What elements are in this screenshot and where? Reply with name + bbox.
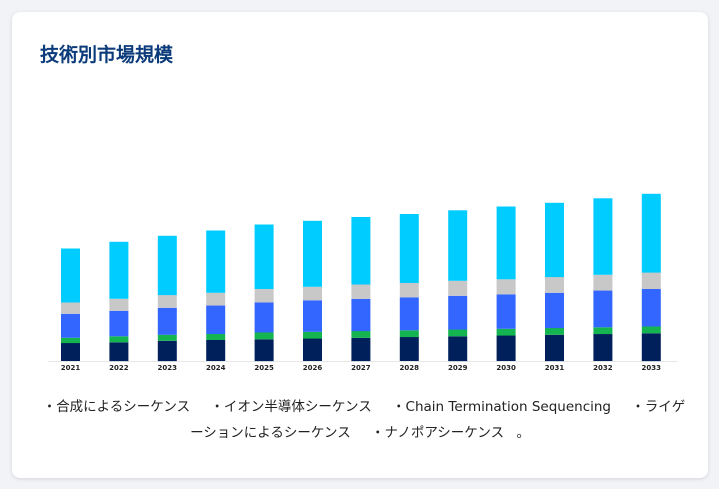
legend-item-4: ナノポアシーケンス [371,425,504,441]
bar-segment-2030-series-1 [496,328,516,336]
x-tick-label-2027: 2027 [351,364,371,372]
bar-segment-2025-series-3 [254,289,274,303]
bar-segment-2023-series-0 [157,340,177,362]
bar-segment-2022-series-2 [109,310,129,337]
bar-segment-2022-series-3 [109,298,129,311]
bar-segment-2033-series-0 [641,333,661,362]
bar-segment-2028-series-1 [399,330,419,338]
legend-suffix: 。 [516,425,530,441]
bar-segment-2033-series-4 [641,193,661,273]
bar-segment-2026-series-0 [303,338,322,361]
bar-segment-2026-series-1 [303,331,322,339]
x-tick-label-2030: 2030 [496,364,516,372]
bar-segment-2027-series-4 [351,217,371,285]
bar-segment-2025-series-1 [254,332,274,340]
bar-segment-2029-series-0 [448,336,468,362]
bar-segment-2024-series-0 [206,340,226,361]
x-tick-label-2023: 2023 [158,364,178,372]
bar-segment-2021-series-0 [61,343,80,361]
bar-segment-2028-series-2 [399,297,419,331]
bar-segment-2027-series-3 [351,284,371,299]
legend-item-1: イオン半導体シーケンス [210,399,371,415]
bar-segment-2023-series-4 [157,235,177,296]
bar-segment-2024-series-4 [206,230,226,293]
bar-segment-2028-series-3 [399,283,419,298]
bar-segment-2025-series-2 [254,302,274,333]
x-tick-label-2028: 2028 [400,364,420,372]
bar-segment-2028-series-4 [399,214,419,283]
bar-segment-2027-series-1 [351,331,371,338]
x-tick-label-2031: 2031 [545,364,565,372]
x-tick-label-2021: 2021 [61,364,81,372]
stacked-bar-chart: 2021 2022 2023 2024 2025 2026 2027 2028 2029 2030… [48,193,678,372]
x-tick-label-2033: 2033 [642,364,662,372]
bar-segment-2021-series-2 [61,313,80,338]
bar-segment-2031-series-4 [545,202,564,278]
bar-segment-2027-series-0 [351,337,371,362]
bar-segment-2030-series-4 [496,206,516,280]
bar-segment-2026-series-4 [303,220,322,287]
bar-segment-2022-series-0 [109,342,129,362]
bar-segment-2033-series-2 [641,289,661,327]
bar-segment-2023-series-3 [157,295,177,308]
bar-segment-2029-series-2 [448,295,468,330]
bar-segment-2030-series-0 [496,335,516,361]
x-tick-label-2025: 2025 [254,364,274,372]
legend-item-0: 合成によるシーケンス [43,399,190,415]
x-tick-label-2032: 2032 [593,364,613,372]
bar-segment-2024-series-2 [206,305,226,334]
bar-segment-2025-series-4 [254,224,274,289]
bar-segment-2032-series-2 [593,290,613,328]
bar-segment-2029-series-4 [448,210,468,281]
bar-segment-2023-series-1 [157,334,177,341]
bar-segment-2024-series-3 [206,292,226,306]
bar-segment-2033-series-1 [641,326,661,334]
bar-segment-2021-series-1 [61,337,80,344]
bar-segment-2031-series-2 [545,292,564,329]
bar-segment-2026-series-2 [303,300,322,332]
bar-segment-2030-series-3 [496,279,516,295]
bar-segment-2030-series-2 [496,294,516,329]
bar-segment-2027-series-2 [351,298,371,332]
bar-segment-2024-series-1 [206,334,226,340]
bar-segment-2031-series-1 [545,328,564,335]
chart-card: 技術別市場規模 2021 2022 2023 2024 2025 2026 2027 2028… [12,12,708,478]
x-tick-label-2022: 2022 [109,364,129,372]
bar-segment-2022-series-4 [109,241,129,299]
bar-segment-2021-series-3 [61,302,80,314]
bar-segment-2032-series-0 [593,334,613,361]
chart-title: 技術別市場規模 [40,44,174,66]
bar-segment-2032-series-4 [593,198,613,275]
bar-segment-2032-series-1 [593,327,613,335]
bar-segment-2029-series-1 [448,329,468,337]
bar-segment-2028-series-0 [399,337,419,361]
bar-segment-2029-series-3 [448,280,468,296]
x-tick-label-2026: 2026 [303,364,323,372]
bar-segment-2033-series-3 [641,272,661,289]
bar-segment-2023-series-2 [157,307,177,335]
legend-item-2: Chain Termination Sequencing [392,399,611,415]
bar-segment-2031-series-0 [545,334,564,362]
bar-segment-2026-series-3 [303,286,322,301]
x-tick-label-2024: 2024 [206,364,226,372]
chart-legend: 合成によるシーケンス イオン半導体シーケンス Chain Termination… [32,394,688,446]
bar-segment-2022-series-1 [109,336,129,343]
bar-segment-2025-series-0 [254,339,274,362]
bar-segment-2031-series-3 [545,277,564,293]
bar-segment-2032-series-3 [593,274,613,291]
x-tick-label-2029: 2029 [448,364,468,372]
bar-segment-2021-series-4 [61,248,80,303]
